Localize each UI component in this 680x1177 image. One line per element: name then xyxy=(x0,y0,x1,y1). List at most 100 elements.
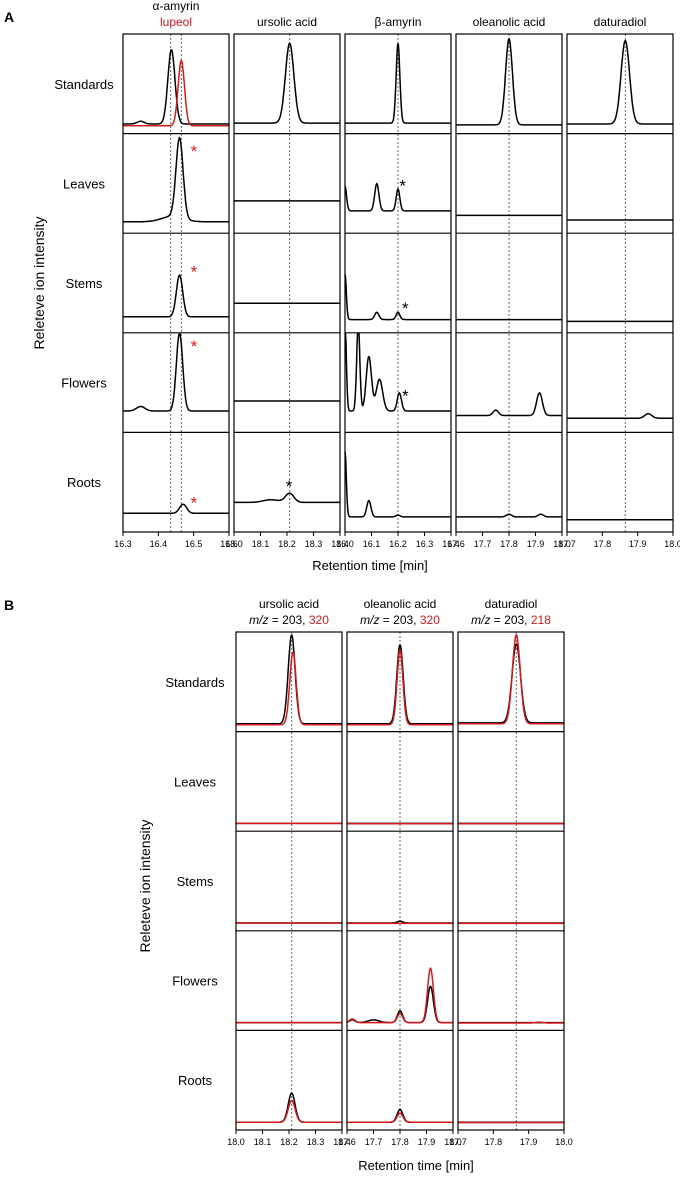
column-title-daturadiol: daturadiol xyxy=(485,597,538,611)
x-tick-label: 18.0 xyxy=(553,539,571,549)
x-tick-label: 16.6 xyxy=(220,539,238,549)
trace-roots-ursolic-acid-red xyxy=(236,1099,342,1123)
mz-prefix: m/z xyxy=(360,613,379,627)
x-tick-label: 17.6 xyxy=(447,539,465,549)
x-tick-label: 16.5 xyxy=(185,539,203,549)
row-label-flowers: Flowers xyxy=(172,974,218,989)
trace-roots-oleanolic-acid-red xyxy=(347,1112,453,1123)
panel-a-ylabel: Releteve ion intensity xyxy=(31,216,47,349)
x-tick-label: 18.4 xyxy=(331,539,349,549)
x-tick-label: 18.0 xyxy=(225,539,243,549)
peak-asterisk-stems--amyrin: * xyxy=(191,263,198,282)
panel-a-grid: Standards Leaves Stems Flowers Roots α-amyrin… xyxy=(54,0,680,549)
x-tick-label: 17.7 xyxy=(449,1137,467,1147)
trace-standards-oleanolic-acid-black xyxy=(347,643,453,725)
trace-standards--amyrin-black xyxy=(123,48,229,125)
x-tick-label: 18.1 xyxy=(252,539,270,549)
panel-frame-ursolic-acid xyxy=(233,33,341,533)
x-tick-label: 17.8 xyxy=(500,539,518,549)
x-tick-label: 16.4 xyxy=(442,539,460,549)
x-tick-label: 18.2 xyxy=(278,539,296,549)
x-tick-label: 18.3 xyxy=(307,1137,325,1147)
x-tick-label: 18.3 xyxy=(305,539,323,549)
x-tick-label: 17.7 xyxy=(474,539,492,549)
trace-flowers--amyrin-black xyxy=(344,333,451,412)
x-tick-label: 18.0 xyxy=(444,1137,462,1147)
x-tick-label: 16.3 xyxy=(114,539,132,549)
trace-stems--amyrin-black xyxy=(344,274,451,321)
peak-asterisk-stems--amyrin: * xyxy=(402,299,409,318)
trace-leaves--amyrin-black xyxy=(344,182,451,212)
x-tick-label: 16.2 xyxy=(389,539,407,549)
row-label-flowers: Flowers xyxy=(61,376,107,391)
trace-flowers-daturadiol-red xyxy=(458,1021,564,1024)
trace-flowers-oleanolic-acid-red xyxy=(346,967,453,1024)
column-title--amyrin: α-amyrin xyxy=(153,0,200,13)
x-tick-label: 17.7 xyxy=(365,1137,383,1147)
panel-frame-ursolic-acid xyxy=(235,631,343,1131)
row-label-roots: Roots xyxy=(178,1073,212,1088)
x-tick-label: 17.9 xyxy=(520,1137,538,1147)
mz-prefix: m/z xyxy=(471,613,490,627)
column-title-ursolic-acid: ursolic acid xyxy=(259,597,319,611)
peak-asterisk-leaves--amyrin: * xyxy=(399,177,406,196)
x-tick-label: 17.9 xyxy=(629,539,647,549)
x-tick-label: 18.4 xyxy=(333,1137,351,1147)
x-tick-label: 17.9 xyxy=(418,1137,436,1147)
x-tick-label: 18.0 xyxy=(227,1137,245,1147)
mz-red: 320 xyxy=(309,613,329,627)
x-tick-label: 18.0 xyxy=(555,1137,573,1147)
trace-standards-daturadiol-black xyxy=(567,39,673,125)
x-tick-label: 18.1 xyxy=(254,1137,272,1147)
x-tick-label: 17.6 xyxy=(338,1137,356,1147)
x-tick-label: 16.1 xyxy=(363,539,381,549)
panel-frame-daturadiol xyxy=(566,33,674,533)
mz-red: 320 xyxy=(420,613,440,627)
column-mz-oleanolic-acid: m/z = 203, 320 xyxy=(360,613,440,627)
column-mz-ursolic-acid: m/z = 203, 320 xyxy=(249,613,329,627)
trace-leaves--amyrin-black xyxy=(123,136,229,223)
trace-standards-oleanolic-acid-black xyxy=(456,37,562,126)
column-title-ursolic-acid: ursolic acid xyxy=(257,15,317,29)
row-label-standards: Standards xyxy=(54,77,114,92)
row-label-leaves: Leaves xyxy=(174,774,216,789)
trace-flowers-daturadiol-black xyxy=(567,412,673,419)
column-title-daturadiol: daturadiol xyxy=(594,15,647,29)
panel-b-grid: Standards Leaves Stems Flowers Roots ursolic … xyxy=(165,597,572,1147)
peak-asterisk-flowers--amyrin: * xyxy=(191,337,198,356)
mz-black: = 203, xyxy=(379,613,419,627)
trace-standards--amyrin-black xyxy=(345,43,451,124)
panel-frame-daturadiol xyxy=(457,631,565,1131)
trace-standards-ursolic-acid-red xyxy=(236,650,342,726)
x-tick-label: 17.9 xyxy=(527,539,545,549)
trace-standards-daturadiol-red xyxy=(458,633,564,725)
column-mz-daturadiol: m/z = 203, 218 xyxy=(471,613,551,627)
mz-black: = 203, xyxy=(490,613,530,627)
x-tick-label: 17.8 xyxy=(391,1137,409,1147)
row-label-standards: Standards xyxy=(165,675,225,690)
trace-stems--amyrin-black xyxy=(123,274,229,318)
mz-black: = 203, xyxy=(268,613,308,627)
panel-a-letter: A xyxy=(4,9,14,25)
panel-b-letter: B xyxy=(4,597,14,613)
x-tick-label: 17.8 xyxy=(594,539,612,549)
x-tick-label: 16.4 xyxy=(150,539,168,549)
trace-standards-ursolic-acid-black xyxy=(236,634,342,725)
x-tick-label: 17.7 xyxy=(558,539,576,549)
peak-asterisk-leaves--amyrin: * xyxy=(191,142,198,161)
panel-a-xlabel: Retention time [min] xyxy=(312,558,428,573)
x-tick-label: 16.0 xyxy=(336,539,354,549)
peak-asterisk-roots-ursolic-acid: * xyxy=(286,477,293,496)
trace-standards-oleanolic-acid-red xyxy=(347,648,453,726)
trace-roots--amyrin-black xyxy=(123,503,229,515)
trace-flowers-oleanolic-acid-black xyxy=(456,391,562,417)
row-label-roots: Roots xyxy=(67,475,101,490)
trace-roots-ursolic-acid-black xyxy=(234,492,340,504)
row-label-stems: Stems xyxy=(66,276,103,291)
mz-red: 218 xyxy=(531,613,551,627)
x-tick-label: 16.3 xyxy=(416,539,434,549)
column-title-oleanolic-acid: oleanolic acid xyxy=(364,597,437,611)
peak-asterisk-roots--amyrin: * xyxy=(191,494,198,513)
column-title-oleanolic-acid: oleanolic acid xyxy=(473,15,546,29)
mz-prefix: m/z xyxy=(249,613,268,627)
